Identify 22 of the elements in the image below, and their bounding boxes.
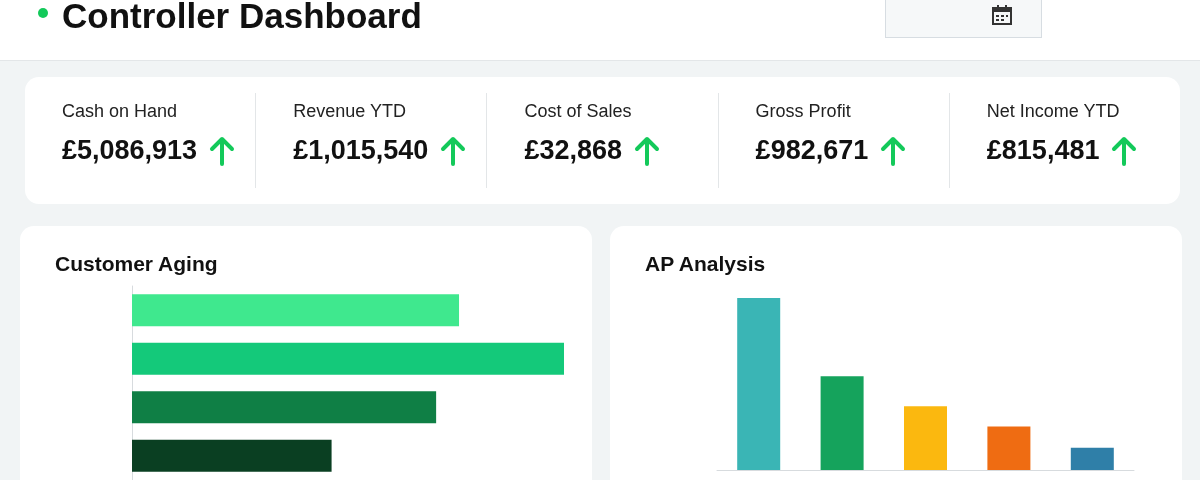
bar — [1070, 447, 1114, 470]
bar — [904, 406, 947, 470]
bar — [820, 376, 864, 470]
text: Gross Profit — [755, 101, 851, 122]
bar — [737, 298, 781, 470]
chart-title: Customer Aging — [55, 252, 218, 275]
bar — [132, 342, 564, 375]
text: £5,086,913 — [62, 135, 198, 166]
bar — [132, 439, 332, 472]
text: £982,671 — [755, 135, 869, 166]
bar — [987, 426, 1031, 470]
text: £815,481 — [986, 135, 1100, 166]
bar — [132, 294, 460, 327]
text: Revenue YTD — [293, 101, 406, 122]
text: Net Income YTD — [986, 101, 1120, 122]
text: Cash on Hand — [62, 101, 178, 122]
text: Cost of Sales — [524, 101, 632, 122]
text: Controller Dashboard — [62, 0, 422, 36]
chart-title: AP Analysis — [645, 252, 766, 275]
text: £1,015,540 — [293, 135, 429, 166]
text: £32,868 — [524, 135, 623, 166]
bar — [132, 391, 437, 424]
